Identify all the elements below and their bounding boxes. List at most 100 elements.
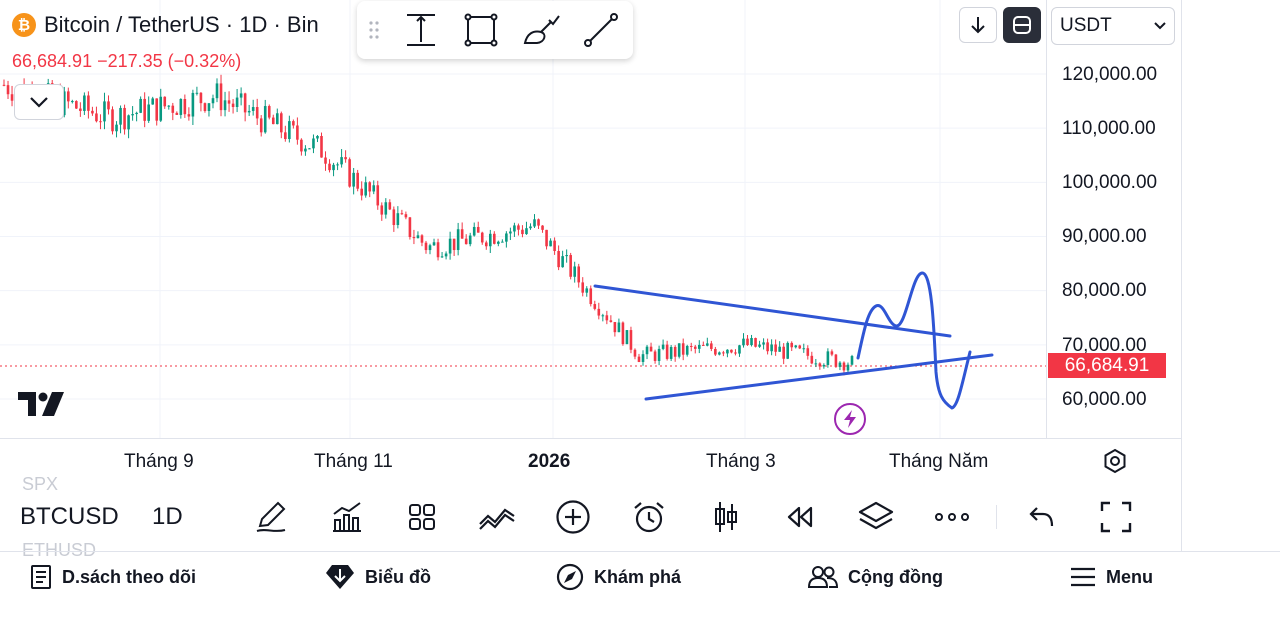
document-list-icon (31, 565, 51, 589)
chart-title[interactable]: ₿ Bitcoin / TetherUS · 1D · Bin (12, 12, 319, 38)
undo-button[interactable] (1021, 497, 1061, 537)
candle-body (215, 83, 219, 99)
chart-diamond-icon (326, 565, 354, 589)
trendline-tool-button[interactable] (571, 1, 631, 59)
collapse-legend-button[interactable] (14, 84, 64, 120)
replay-button[interactable] (780, 497, 820, 537)
drag-handle-icon[interactable] (357, 20, 391, 40)
price-tick: 110,000.00 (1062, 118, 1156, 139)
nav-community-label: Cộng đồng (848, 566, 943, 587)
layout-toggle-button[interactable] (1003, 7, 1041, 43)
settings-icon[interactable] (1102, 448, 1128, 479)
candle-body (452, 238, 456, 251)
candle-body (565, 255, 568, 257)
compare-button[interactable] (477, 497, 517, 537)
add-button[interactable] (553, 497, 593, 537)
interval-selector[interactable]: 1D (152, 503, 183, 530)
candle-body (428, 245, 432, 251)
indicators-button[interactable] (327, 497, 367, 537)
candle-body (806, 348, 810, 356)
candle-body (103, 101, 106, 122)
fullscreen-button[interactable] (1096, 497, 1136, 537)
candle-body (665, 344, 669, 359)
candle-body (83, 95, 86, 111)
candle-body (400, 213, 404, 215)
candle-body (115, 124, 118, 132)
time-tick: Tháng 3 (706, 451, 776, 472)
pen-tool-button[interactable] (251, 497, 291, 537)
nav-chart[interactable]: Biểu đồ (325, 564, 431, 590)
candle-body (549, 240, 552, 247)
nav-menu[interactable]: Menu (1070, 567, 1153, 588)
ghost-symbol-below: ETHUSD (22, 540, 97, 560)
candle-body (597, 308, 601, 316)
nav-explore[interactable]: Khám phá (556, 563, 681, 591)
trendline-icon (584, 13, 618, 47)
rewind-icon (787, 506, 813, 528)
candle-body (501, 241, 504, 243)
candle-body (569, 255, 572, 277)
candle-body (637, 356, 641, 362)
lightning-icon[interactable] (834, 403, 866, 435)
candle-body (296, 125, 299, 140)
people-icon (808, 566, 838, 588)
candle-body (167, 105, 171, 107)
candle-body (396, 213, 400, 226)
layouts-button[interactable] (402, 497, 442, 537)
candle-body (271, 117, 275, 125)
candle-body (629, 330, 633, 350)
tradingview-logo[interactable] (18, 392, 68, 421)
candle-body (766, 342, 769, 352)
candle-body (701, 344, 705, 346)
alert-button[interactable] (629, 497, 669, 537)
candle-body (484, 242, 488, 247)
candle-body (332, 164, 335, 171)
candle-body (135, 112, 138, 115)
candle-body (529, 226, 532, 229)
candle-body (412, 237, 416, 239)
hamburger-icon (1071, 567, 1095, 587)
candle-body (742, 338, 745, 346)
candle-body (203, 103, 207, 111)
candle-body (545, 229, 548, 247)
candle-body (842, 362, 846, 371)
bottom-navigation: D.sách theo dõi Biểu đồ Khám phá Cộng đồ… (0, 552, 1280, 602)
candle-body (199, 92, 203, 104)
candle-body (352, 172, 355, 187)
candle-body (219, 83, 223, 111)
nav-community[interactable]: Cộng đồng (808, 565, 943, 589)
candle-body (488, 233, 492, 247)
candle-body (561, 256, 564, 268)
object-tree-button[interactable] (856, 497, 896, 537)
candle-body (348, 159, 351, 187)
download-button[interactable] (959, 7, 997, 43)
brush-tool-button[interactable] (511, 1, 571, 59)
symbol-selector[interactable]: BTCUSD (20, 503, 119, 530)
candle-body (243, 93, 247, 113)
currency-select[interactable]: USDT (1051, 7, 1175, 45)
rectangle-tool-button[interactable] (451, 1, 511, 59)
grid-icon (409, 504, 435, 530)
chart-type-button[interactable] (706, 497, 746, 537)
price-range-tool-button[interactable] (391, 1, 451, 59)
candle-body (155, 98, 159, 121)
more-button[interactable] (932, 497, 972, 537)
nav-watchlist[interactable]: D.sách theo dõi (30, 564, 196, 590)
candle-body (533, 219, 536, 227)
compare-icon (479, 508, 515, 530)
candle-body (107, 101, 110, 110)
candle-body (577, 266, 581, 283)
candle-body (460, 229, 464, 239)
candlestick-series (2, 74, 854, 376)
candle-body (448, 238, 452, 254)
candle-body (267, 106, 271, 118)
candle-body (657, 348, 661, 361)
current-price: 66,684.91 (12, 51, 93, 71)
candle-body (697, 344, 701, 349)
candle-body (195, 92, 199, 94)
candle-body (625, 330, 629, 345)
fullscreen-icon (1100, 501, 1132, 533)
candle-body (288, 121, 291, 140)
candle-body (497, 241, 500, 244)
